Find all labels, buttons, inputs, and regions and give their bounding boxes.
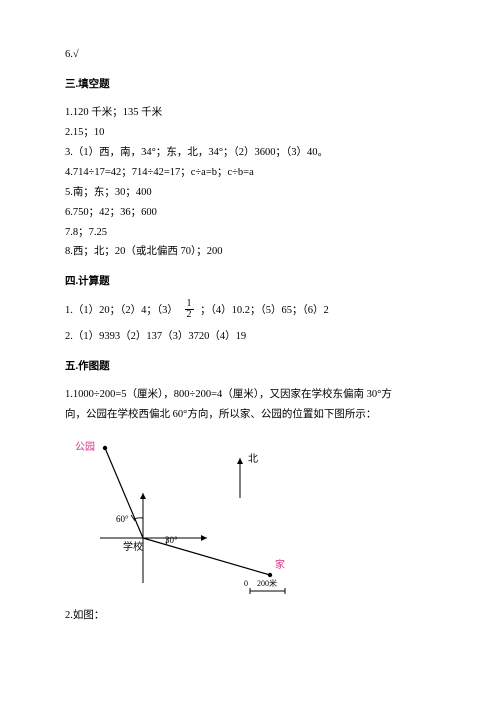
s3-item-2: 2.15；10 [65, 123, 445, 143]
s4-line-1: 1.（1）20；（2）4；（3） 1 2 ；（4）10.2；（5）65；（6）2 [65, 300, 445, 321]
s3-item-1: 1.120 千米；135 千米 [65, 103, 445, 123]
diagram-svg [75, 433, 315, 598]
s5-para-2: 向，公园在学校西偏北 60°方向，所以家、公园的位置如下图所示： [65, 405, 445, 425]
s3-item-5: 5.南；东；30；400 [65, 183, 445, 203]
section-4-title: 四.计算题 [65, 272, 445, 292]
s3-item-8: 8.西；北；20（或北偏西 70）；200 [65, 242, 445, 262]
label-scale-zero: 0 [244, 580, 248, 588]
label-angle-30: 30° [165, 536, 178, 545]
intro-line: 6.√ [65, 45, 445, 65]
section-5-title: 五.作图题 [65, 357, 445, 377]
page: 6.√ 三.填空题 1.120 千米；135 千米 2.15；10 3.（1）西… [0, 0, 500, 646]
s3-item-3: 3.（1）西，南，34°；东，北，34°；（2）3600；（3）40。 [65, 143, 445, 163]
section-3-title: 三.填空题 [65, 75, 445, 95]
s4-line1-b: ；（4）10.2；（5）65；（6）2 [200, 305, 329, 316]
label-school: 学校 [123, 543, 143, 553]
s4-line1-a: 1.（1）20；（2）4；（3） [65, 305, 178, 316]
s4-line-2: 2.（1）9393（2）137（3）3720（4）19 [65, 327, 445, 347]
direction-diagram: 公园 北 60° 30° 学校 家 0 200米 [75, 433, 315, 598]
label-park: 公园 [75, 443, 95, 453]
s3-item-4: 4.714÷17=42；714÷42=17；c÷a=b；c÷b=a [65, 163, 445, 183]
label-angle-60: 60° [116, 515, 129, 524]
fraction-1-2: 1 2 [185, 299, 194, 320]
s5-para-1: 1.1000÷200=5（厘米），800÷200=4（厘米），又因家在学校东偏南… [65, 385, 445, 405]
s3-item-7: 7.8；7.25 [65, 223, 445, 243]
label-scale: 200米 [257, 580, 277, 588]
fraction-denominator: 2 [185, 310, 194, 320]
s3-item-6: 6.750；42；36；600 [65, 203, 445, 223]
label-home: 家 [275, 561, 285, 571]
label-north: 北 [248, 455, 258, 465]
s5-line-after: 2.如图： [65, 606, 445, 626]
